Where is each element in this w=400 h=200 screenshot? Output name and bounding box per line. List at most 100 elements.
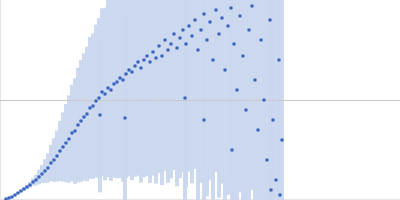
point	[151, 50, 155, 54]
point	[277, 58, 281, 62]
point	[280, 138, 284, 142]
point	[157, 44, 161, 48]
point	[235, 88, 239, 92]
point	[271, 118, 275, 122]
point	[229, 6, 233, 10]
point	[196, 48, 200, 52]
point	[208, 20, 212, 24]
point	[139, 66, 143, 70]
point	[169, 42, 173, 46]
point	[253, 78, 257, 82]
point	[94, 99, 98, 103]
point	[123, 116, 127, 120]
point	[49, 161, 53, 165]
point	[202, 118, 206, 122]
point	[103, 92, 107, 96]
point	[67, 137, 71, 141]
point	[31, 180, 35, 184]
point	[166, 48, 170, 52]
point	[262, 98, 266, 102]
point	[163, 38, 167, 42]
point	[22, 187, 26, 191]
grid-line	[0, 100, 400, 101]
point	[172, 32, 176, 36]
point	[256, 128, 260, 132]
point	[127, 68, 131, 72]
point	[232, 42, 236, 46]
point	[145, 54, 149, 58]
point	[183, 96, 187, 100]
point	[85, 112, 89, 116]
point	[106, 86, 110, 90]
point	[16, 191, 20, 195]
point	[238, 14, 242, 18]
point	[70, 131, 74, 135]
point	[112, 82, 116, 86]
error-bar	[19, 190, 23, 193]
point	[91, 104, 95, 108]
error-bar	[16, 192, 20, 194]
plot-area	[0, 0, 400, 200]
point	[121, 78, 125, 82]
point	[28, 183, 32, 187]
point	[202, 12, 206, 16]
point	[274, 178, 278, 182]
point	[269, 188, 273, 192]
points	[4, 4, 284, 200]
point	[136, 60, 140, 64]
point	[148, 60, 152, 64]
point	[133, 64, 137, 68]
point	[193, 18, 197, 22]
point	[181, 28, 185, 32]
point	[154, 56, 158, 60]
point	[109, 88, 113, 92]
point	[259, 38, 263, 42]
point	[61, 145, 65, 149]
point	[46, 166, 50, 170]
point	[265, 158, 269, 162]
point	[217, 32, 221, 36]
point	[10, 195, 14, 199]
point	[13, 193, 17, 197]
point	[130, 70, 134, 74]
point	[76, 123, 80, 127]
point	[79, 119, 83, 123]
point	[58, 149, 62, 153]
point	[205, 38, 209, 42]
point	[115, 80, 119, 84]
point	[226, 24, 230, 28]
point	[25, 185, 29, 189]
point	[220, 16, 224, 20]
point	[142, 58, 146, 62]
point	[187, 24, 191, 28]
point	[211, 58, 215, 62]
point	[97, 96, 101, 100]
point	[184, 42, 188, 46]
chart	[0, 0, 400, 200]
point	[98, 113, 102, 117]
point	[278, 193, 282, 197]
point	[268, 18, 272, 22]
point	[88, 106, 92, 110]
point	[244, 108, 248, 112]
point	[247, 28, 251, 32]
point	[55, 154, 59, 158]
point	[118, 76, 122, 80]
point	[199, 28, 203, 32]
point	[73, 129, 77, 133]
point	[160, 54, 164, 58]
point	[19, 189, 23, 193]
point	[34, 178, 38, 182]
point	[190, 34, 194, 38]
point	[250, 4, 254, 8]
point	[52, 158, 56, 162]
point	[124, 72, 128, 76]
point	[64, 141, 68, 145]
point	[223, 68, 227, 72]
point	[214, 8, 218, 12]
point	[37, 175, 41, 179]
point	[43, 169, 47, 173]
point	[82, 115, 86, 119]
point	[241, 54, 245, 58]
error-bar	[13, 194, 17, 196]
